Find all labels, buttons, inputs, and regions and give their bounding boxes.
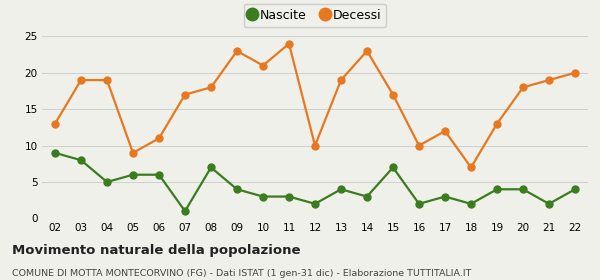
- Nascite: [337, 188, 344, 191]
- Nascite: [52, 151, 59, 155]
- Decessi: [571, 71, 578, 74]
- Decessi: [442, 129, 449, 133]
- Decessi: [520, 86, 527, 89]
- Line: Nascite: Nascite: [52, 150, 578, 214]
- Decessi: [259, 64, 266, 67]
- Decessi: [130, 151, 137, 155]
- Nascite: [181, 209, 188, 213]
- Decessi: [103, 78, 110, 82]
- Decessi: [77, 78, 85, 82]
- Nascite: [155, 173, 163, 176]
- Decessi: [233, 49, 241, 53]
- Decessi: [208, 86, 215, 89]
- Nascite: [520, 188, 527, 191]
- Nascite: [311, 202, 319, 206]
- Decessi: [415, 144, 422, 147]
- Nascite: [286, 195, 293, 198]
- Nascite: [493, 188, 500, 191]
- Nascite: [364, 195, 371, 198]
- Decessi: [286, 42, 293, 45]
- Legend: Nascite, Decessi: Nascite, Decessi: [244, 4, 386, 27]
- Decessi: [493, 122, 500, 125]
- Decessi: [52, 122, 59, 125]
- Nascite: [77, 158, 85, 162]
- Nascite: [389, 166, 397, 169]
- Decessi: [389, 93, 397, 96]
- Decessi: [337, 78, 344, 82]
- Nascite: [415, 202, 422, 206]
- Nascite: [208, 166, 215, 169]
- Nascite: [442, 195, 449, 198]
- Nascite: [545, 202, 553, 206]
- Nascite: [571, 188, 578, 191]
- Nascite: [103, 180, 110, 184]
- Nascite: [233, 188, 241, 191]
- Line: Decessi: Decessi: [52, 40, 578, 171]
- Decessi: [545, 78, 553, 82]
- Decessi: [155, 137, 163, 140]
- Text: COMUNE DI MOTTA MONTECORVINO (FG) - Dati ISTAT (1 gen-31 dic) - Elaborazione TUT: COMUNE DI MOTTA MONTECORVINO (FG) - Dati…: [12, 269, 472, 278]
- Decessi: [364, 49, 371, 53]
- Decessi: [181, 93, 188, 96]
- Decessi: [311, 144, 319, 147]
- Text: Movimento naturale della popolazione: Movimento naturale della popolazione: [12, 244, 301, 256]
- Nascite: [467, 202, 475, 206]
- Nascite: [130, 173, 137, 176]
- Decessi: [467, 166, 475, 169]
- Nascite: [259, 195, 266, 198]
